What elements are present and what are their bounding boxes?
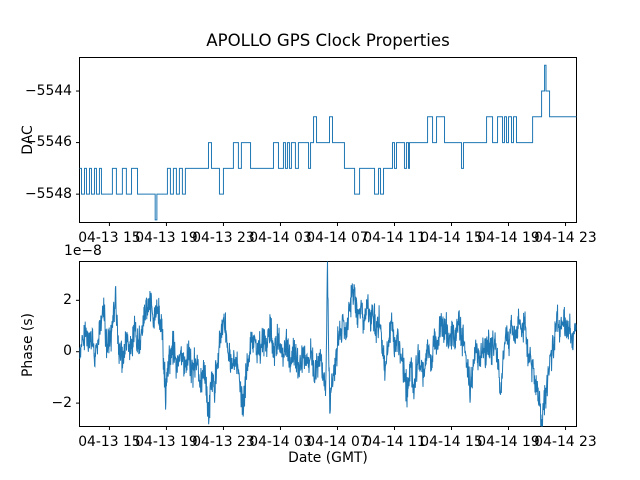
x-tick-label: 04-13 15 (78, 230, 141, 246)
x-tick-label: 04-14 15 (420, 434, 483, 450)
y-tick-label: −5548 (25, 185, 72, 202)
x-tick-label: 04-13 15 (78, 434, 141, 450)
x-tick-label: 04-14 11 (363, 230, 426, 246)
y-tick-label: 0 (63, 343, 72, 360)
y-tick-label: −2 (51, 394, 72, 411)
x-tick-label: 04-14 15 (420, 230, 483, 246)
x-tick-label: 04-14 07 (306, 434, 369, 450)
y-axis-offset-text: 1e−8 (64, 243, 102, 259)
x-tick-label: 04-14 07 (306, 230, 369, 246)
x-tick-label: 04-14 11 (363, 434, 426, 450)
x-tick-label: 04-13 23 (192, 434, 255, 450)
chart-title: APOLLO GPS Clock Properties (206, 31, 450, 50)
x-tick-label: 04-14 23 (534, 230, 597, 246)
x-tick-label: 04-14 23 (534, 434, 597, 450)
phase-line (79, 261, 577, 427)
y-tick-label: −5544 (25, 82, 72, 99)
x-tick-label: 04-14 03 (249, 434, 312, 450)
dac-step-line (79, 64, 577, 221)
x-tick-label: 04-13 19 (135, 230, 198, 246)
x-tick-label: 04-13 19 (135, 434, 198, 450)
tick-marks-layer (76, 90, 567, 430)
y-tick-label: 2 (63, 291, 72, 308)
y-tick-label: −5546 (25, 134, 72, 151)
top-axes-frame (79, 57, 577, 223)
x-tick-label: 04-14 03 (249, 230, 312, 246)
x-tick-label: 04-14 19 (477, 230, 540, 246)
x-tick-label: 04-14 19 (477, 434, 540, 450)
x-axis-label: Date (GMT) (288, 450, 368, 466)
x-tick-label: 04-13 23 (192, 230, 255, 246)
